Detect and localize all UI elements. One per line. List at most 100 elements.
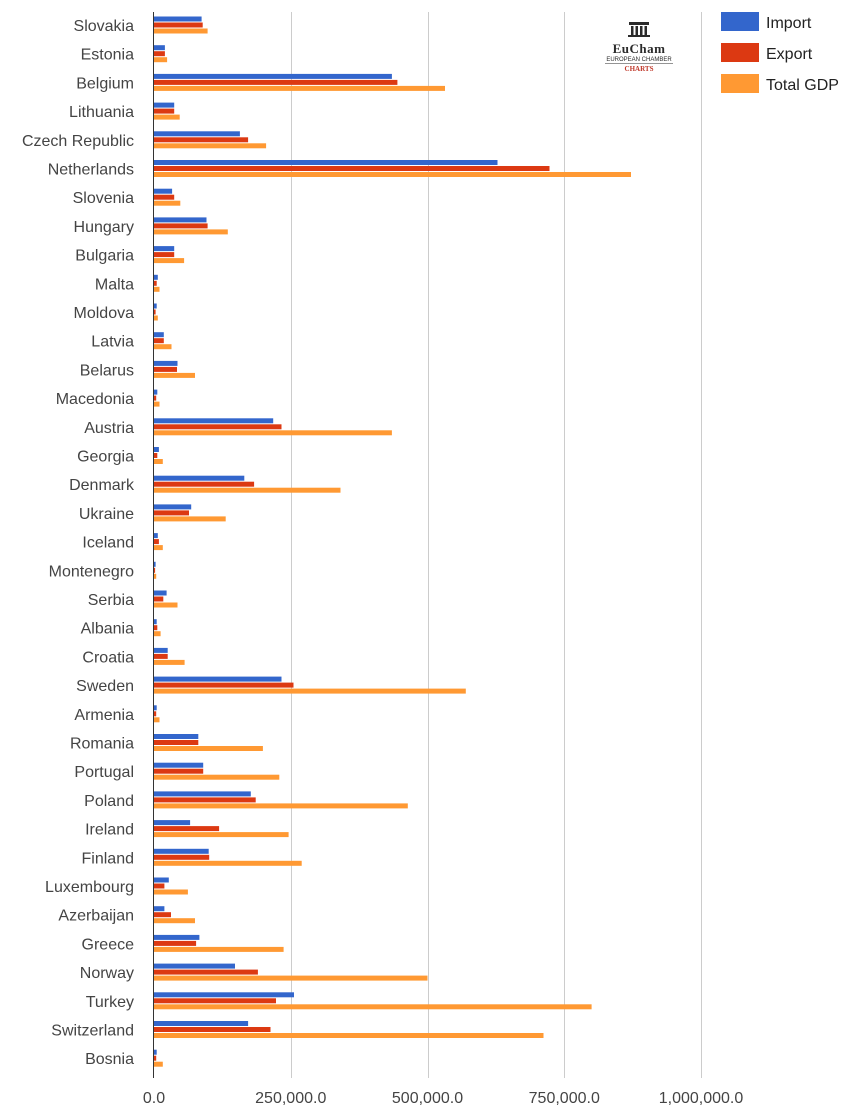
bar-export[interactable] — [154, 653, 168, 659]
bar-total-gdp[interactable] — [154, 688, 466, 694]
bar-total-gdp[interactable] — [154, 717, 160, 723]
bar-import[interactable] — [154, 906, 165, 912]
bar-total-gdp[interactable] — [154, 344, 172, 350]
bar-total-gdp[interactable] — [154, 516, 226, 522]
bar-import[interactable] — [154, 45, 165, 51]
bar-total-gdp[interactable] — [154, 57, 168, 63]
bar-import[interactable] — [154, 934, 200, 940]
bar-import[interactable] — [154, 475, 245, 481]
bar-export[interactable] — [154, 1055, 157, 1061]
bar-import[interactable] — [154, 1021, 249, 1026]
bar-export[interactable] — [154, 223, 208, 229]
bar-import[interactable] — [154, 73, 392, 79]
bar-import[interactable] — [154, 188, 173, 194]
bar-total-gdp[interactable] — [154, 114, 180, 120]
bar-export[interactable] — [154, 567, 156, 573]
bar-export[interactable] — [154, 366, 177, 372]
bar-total-gdp[interactable] — [154, 803, 408, 809]
bar-total-gdp[interactable] — [154, 746, 263, 751]
bar-total-gdp[interactable] — [154, 401, 160, 407]
bar-total-gdp[interactable] — [154, 286, 160, 292]
bar-import[interactable] — [154, 504, 192, 510]
bar-import[interactable] — [154, 16, 202, 22]
bar-total-gdp[interactable] — [154, 258, 185, 264]
bar-export[interactable] — [154, 424, 282, 430]
bar-export[interactable] — [154, 625, 158, 631]
bar-import[interactable] — [154, 963, 235, 969]
bar-export[interactable] — [154, 740, 199, 745]
bar-export[interactable] — [154, 280, 157, 286]
bar-export[interactable] — [154, 682, 294, 688]
bar-export[interactable] — [154, 1027, 271, 1032]
bar-total-gdp[interactable] — [154, 545, 163, 551]
bar-import[interactable] — [154, 676, 282, 682]
bar-total-gdp[interactable] — [154, 631, 161, 637]
bar-import[interactable] — [154, 160, 498, 165]
bar-import[interactable] — [154, 332, 164, 338]
bar-total-gdp[interactable] — [154, 28, 208, 34]
bar-total-gdp[interactable] — [154, 573, 157, 579]
bar-export[interactable] — [154, 998, 276, 1004]
bar-export[interactable] — [154, 711, 157, 717]
bar-export[interactable] — [154, 912, 171, 918]
bar-total-gdp[interactable] — [154, 315, 158, 321]
bar-export[interactable] — [154, 539, 159, 545]
bar-import[interactable] — [154, 217, 207, 223]
bar-import[interactable] — [154, 619, 157, 625]
bar-import[interactable] — [154, 820, 191, 826]
bar-export[interactable] — [154, 481, 255, 487]
bar-export[interactable] — [154, 252, 175, 258]
bar-import[interactable] — [154, 274, 158, 280]
bar-total-gdp[interactable] — [154, 975, 428, 981]
bar-export[interactable] — [154, 596, 164, 602]
bar-export[interactable] — [154, 854, 210, 860]
bar-total-gdp[interactable] — [154, 1061, 163, 1067]
bar-export[interactable] — [154, 883, 165, 889]
bar-export[interactable] — [154, 940, 197, 946]
bar-total-gdp[interactable] — [154, 946, 284, 952]
bar-export[interactable] — [154, 166, 550, 171]
bar-total-gdp[interactable] — [154, 659, 185, 665]
bar-import[interactable] — [154, 131, 240, 137]
bar-total-gdp[interactable] — [154, 774, 280, 780]
legend-item-export[interactable]: Export — [721, 43, 813, 63]
bar-total-gdp[interactable] — [154, 487, 341, 493]
bar-total-gdp[interactable] — [154, 459, 163, 464]
bar-total-gdp[interactable] — [154, 1033, 544, 1038]
bar-total-gdp[interactable] — [154, 172, 631, 177]
bar-total-gdp[interactable] — [154, 832, 289, 838]
bar-total-gdp[interactable] — [154, 860, 302, 866]
bar-export[interactable] — [154, 453, 158, 458]
bar-import[interactable] — [154, 447, 159, 452]
bar-import[interactable] — [154, 647, 168, 653]
bar-total-gdp[interactable] — [154, 143, 267, 149]
bar-import[interactable] — [154, 418, 274, 424]
bar-total-gdp[interactable] — [154, 602, 178, 608]
bar-export[interactable] — [154, 797, 256, 803]
bar-import[interactable] — [154, 705, 157, 711]
bar-import[interactable] — [154, 791, 251, 797]
bar-total-gdp[interactable] — [154, 1004, 592, 1010]
bar-import[interactable] — [154, 734, 199, 739]
bar-import[interactable] — [154, 102, 175, 108]
bar-export[interactable] — [154, 768, 204, 774]
bar-total-gdp[interactable] — [154, 430, 392, 436]
bar-export[interactable] — [154, 395, 157, 401]
bar-export[interactable] — [154, 309, 156, 315]
legend-item-gdp[interactable]: Total GDP — [721, 74, 839, 94]
bar-export[interactable] — [154, 79, 398, 85]
bar-import[interactable] — [154, 389, 158, 395]
bar-import[interactable] — [154, 246, 175, 252]
bar-total-gdp[interactable] — [154, 889, 188, 895]
bar-total-gdp[interactable] — [154, 229, 228, 235]
bar-export[interactable] — [154, 137, 249, 143]
bar-import[interactable] — [154, 848, 209, 854]
bar-export[interactable] — [154, 22, 203, 28]
bar-export[interactable] — [154, 194, 175, 200]
bar-import[interactable] — [154, 762, 204, 768]
bar-export[interactable] — [154, 510, 189, 516]
bar-export[interactable] — [154, 108, 175, 114]
bar-export[interactable] — [154, 51, 165, 57]
legend-item-import[interactable]: Import — [721, 12, 812, 32]
bar-total-gdp[interactable] — [154, 372, 195, 378]
